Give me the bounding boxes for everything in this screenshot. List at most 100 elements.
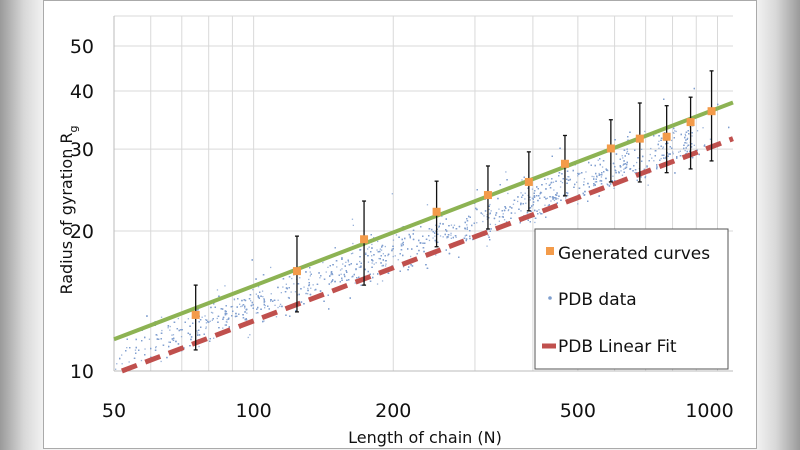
pdb-data-point — [264, 307, 266, 309]
pdb-data-point — [232, 310, 234, 312]
pdb-data-point — [217, 321, 219, 323]
pdb-data-point — [231, 305, 234, 308]
pdb-data-point — [228, 326, 230, 328]
pdb-data-point — [557, 198, 559, 200]
pdb-data-point — [466, 228, 468, 230]
pdb-data-point — [674, 172, 676, 174]
pdb-data-point — [553, 189, 555, 191]
pdb-data-point — [551, 178, 553, 180]
pdb-data-point — [625, 166, 628, 168]
pdb-data-point — [598, 174, 600, 176]
pdb-data-point — [140, 359, 143, 362]
pdb-data-point — [422, 247, 425, 249]
pdb-data-point — [226, 321, 228, 323]
pdb-data-point — [157, 338, 160, 340]
y-axis-label-subscript: g — [67, 125, 80, 132]
pdb-data-point — [551, 155, 553, 157]
pdb-data-point — [218, 295, 220, 297]
pdb-data-point — [370, 234, 372, 236]
pdb-data-point — [344, 275, 346, 278]
pdb-data-point — [360, 262, 362, 264]
pdb-data-point — [138, 349, 140, 351]
pdb-data-point — [653, 135, 655, 137]
pdb-data-point — [371, 266, 373, 268]
pdb-data-point — [642, 155, 644, 158]
pdb-data-point — [684, 136, 686, 139]
pdb-data-point — [464, 228, 466, 230]
pdb-data-point — [538, 209, 540, 211]
pdb-data-point — [373, 263, 375, 265]
pdb-data-point — [484, 210, 487, 212]
pdb-data-point — [583, 184, 585, 186]
pdb-data-point — [171, 334, 173, 336]
pdb-data-point — [566, 178, 568, 180]
pdb-data-point — [599, 174, 601, 176]
pdb-data-point — [658, 140, 660, 142]
pdb-data-point — [552, 196, 554, 198]
pdb-data-point — [367, 255, 369, 257]
pdb-data-point — [286, 287, 288, 290]
pdb-data-point — [684, 149, 686, 152]
pdb-data-point — [402, 266, 405, 268]
pdb-data-point — [665, 143, 667, 145]
pdb-data-point — [596, 175, 598, 177]
pdb-data-point — [618, 171, 620, 173]
pdb-data-point — [211, 319, 213, 321]
y-tick-label: 30 — [70, 139, 94, 161]
pdb-data-point — [212, 318, 214, 320]
pdb-data-point — [233, 298, 235, 300]
pdb-data-point — [270, 299, 272, 301]
pdb-data-point — [426, 204, 429, 206]
pdb-data-point — [641, 148, 643, 150]
pdb-data-point — [308, 278, 310, 281]
pdb-data-point — [605, 177, 607, 180]
pdb-data-point — [534, 221, 536, 224]
pdb-data-point — [394, 255, 396, 257]
pdb-data-point — [476, 189, 478, 191]
pdb-data-point — [651, 157, 653, 159]
pdb-data-point — [539, 211, 541, 214]
pdb-data-point — [197, 309, 199, 311]
pdb-data-point — [696, 149, 698, 151]
pdb-data-point — [360, 265, 362, 267]
pdb-data-point — [618, 172, 620, 174]
pdb-data-point — [581, 172, 583, 174]
pdb-data-point — [241, 299, 243, 302]
pdb-data-point — [189, 325, 191, 327]
pdb-data-point — [367, 248, 369, 250]
pdb-data-point — [547, 178, 549, 180]
pdb-data-point — [509, 206, 511, 208]
generated-curve-point — [662, 132, 671, 141]
pdb-data-point — [543, 196, 546, 198]
pdb-data-point — [416, 245, 418, 247]
pdb-data-point — [155, 334, 157, 336]
pdb-data-point — [704, 144, 706, 146]
pdb-data-point — [533, 196, 536, 198]
pdb-data-point — [556, 202, 558, 204]
pdb-data-point — [307, 293, 309, 295]
pdb-data-point — [330, 272, 333, 274]
pdb-data-point — [555, 180, 557, 182]
pdb-data-point — [547, 204, 549, 207]
pdb-data-point — [558, 195, 560, 197]
pdb-data-point — [468, 215, 470, 218]
pdb-data-point — [671, 147, 673, 149]
pdb-data-point — [636, 161, 638, 164]
pdb-data-point — [371, 262, 373, 264]
pdb-data-point — [378, 257, 380, 260]
pdb-data-point — [236, 315, 238, 317]
pdb-data-point — [627, 139, 630, 141]
pdb-data-point — [577, 203, 579, 205]
fit-lines — [113, 100, 734, 374]
pdb-data-point — [350, 253, 353, 255]
pdb-data-point — [593, 185, 595, 187]
pdb-data-point — [563, 194, 565, 196]
pdb-data-point — [207, 321, 209, 323]
pdb-data-point — [412, 233, 414, 235]
pdb-data-point — [495, 212, 498, 214]
pdb-data-point — [623, 160, 625, 162]
pdb-data-point — [691, 156, 694, 159]
pdb-data-point — [273, 299, 276, 301]
pdb-data-point — [216, 289, 219, 291]
pdb-data-point — [641, 160, 643, 162]
